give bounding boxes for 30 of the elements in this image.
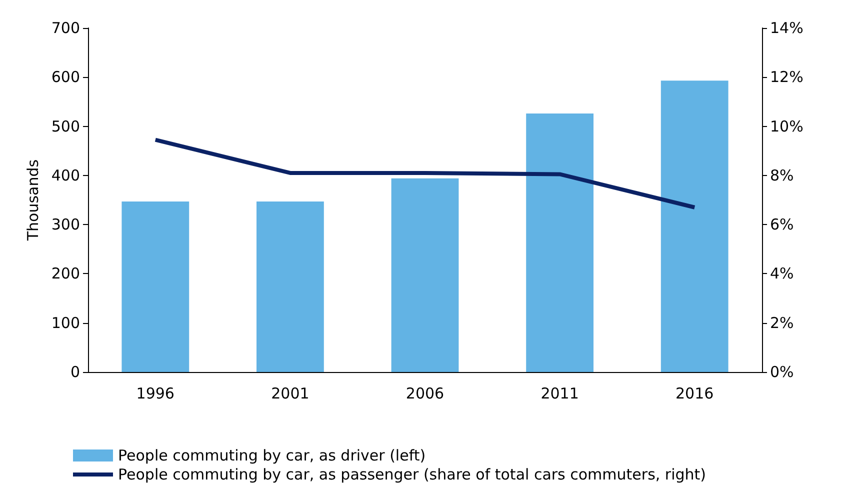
x-tick-label: 1996 <box>136 384 174 402</box>
y-tick-label: 500 <box>51 117 80 136</box>
x-tick-label: 2016 <box>676 384 714 402</box>
y-tick-label: 200 <box>51 264 80 283</box>
bar <box>660 80 728 372</box>
y2-tick-label: 10% <box>770 117 804 136</box>
legend-label: People commuting by car, as passenger (share of total cars commuters, right) <box>118 466 706 484</box>
y2-tick-label: 0% <box>770 363 794 381</box>
bar <box>122 201 190 372</box>
x-tick-label: 2001 <box>271 384 310 402</box>
y2-tick-label: 6% <box>770 216 794 234</box>
y2-tick-label: 4% <box>770 264 794 283</box>
y-tick-label: 300 <box>51 216 80 234</box>
y-tick-label: 400 <box>51 166 80 184</box>
y-tick-label: 700 <box>51 19 80 37</box>
legend-label: People commuting by car, as driver (left) <box>118 446 426 464</box>
bar <box>256 201 324 372</box>
y-tick-label: 600 <box>51 68 80 86</box>
y2-tick-label: 8% <box>770 166 794 184</box>
x-tick-label: 2011 <box>540 384 579 402</box>
y-axis-title: Thousands <box>24 159 42 242</box>
y2-tick-label: 12% <box>770 68 804 86</box>
x-tick-label: 2006 <box>406 384 444 402</box>
line-series <box>153 138 697 210</box>
y-tick-label: 100 <box>51 314 80 332</box>
y2-tick-label: 2% <box>770 314 794 332</box>
y-tick-label: 0 <box>70 363 80 381</box>
bar <box>526 114 594 372</box>
y2-tick-label: 14% <box>770 19 804 37</box>
bar <box>391 178 459 372</box>
